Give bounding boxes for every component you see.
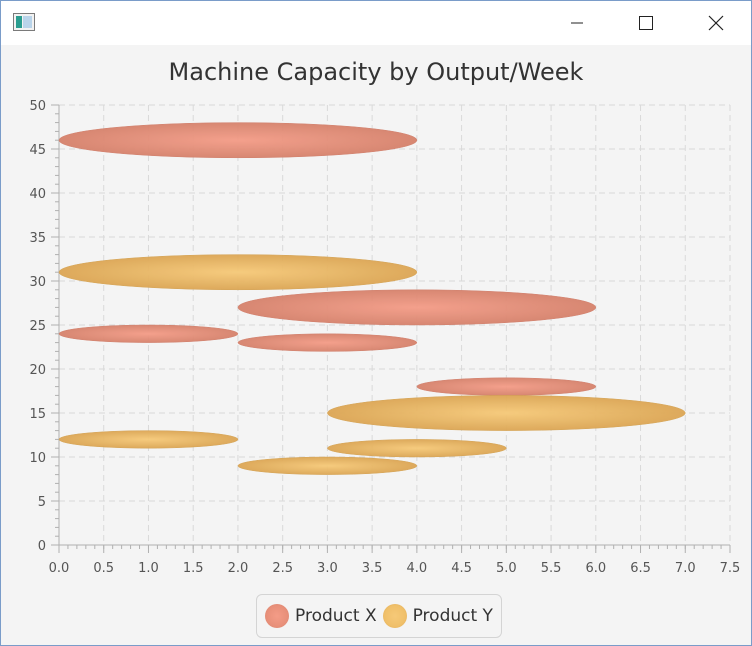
bubble-product-x (58, 324, 239, 343)
title-bar (1, 1, 751, 45)
bubble-product-y (237, 456, 418, 475)
x-tick-label: 3.0 (317, 561, 338, 576)
y-tick-label: 0 (38, 539, 46, 554)
x-tick-label: 6.0 (585, 561, 606, 576)
bubble-product-x (237, 333, 418, 352)
y-tick-label: 25 (29, 319, 46, 334)
bubble-product-y (327, 439, 507, 458)
bubble-product-x (58, 122, 418, 159)
y-tick-label: 50 (29, 99, 46, 114)
y-tick-label: 10 (29, 451, 46, 466)
legend-swatch-product-y (382, 604, 407, 628)
x-tick-label: 3.5 (362, 561, 383, 576)
legend-item-product-x[interactable]: Product X (265, 604, 377, 628)
x-tick-label: 4.0 (407, 561, 428, 576)
y-tick-label: 30 (29, 275, 46, 290)
chart-legend: Product X Product Y (256, 594, 502, 638)
x-tick-label: 2.5 (272, 561, 293, 576)
bubble-product-x (416, 377, 597, 396)
bubble-chart: 0.0 0.5 1.0 1.5 2.0 2.5 3.0 3.5 4.0 4.5 5.0 5.5 6.0 6… (29, 99, 741, 576)
x-tick-label: 5.5 (541, 561, 562, 576)
legend-swatch-product-x (265, 604, 289, 628)
x-tick-label: 1.5 (183, 561, 204, 576)
x-tick-label: 0.5 (93, 561, 114, 576)
x-tick-label: 6.5 (630, 561, 651, 576)
x-tick-label: 2.0 (228, 561, 249, 576)
minimize-button[interactable] (554, 1, 600, 45)
bubble-product-y (327, 395, 686, 431)
y-tick-label: 45 (29, 143, 46, 158)
close-button[interactable] (693, 1, 739, 45)
y-tick-label: 15 (29, 407, 46, 422)
maximize-button[interactable] (623, 1, 669, 45)
bubble-product-y (58, 430, 239, 449)
x-tick-label: 7.0 (675, 561, 696, 576)
bubble-product-y (58, 254, 418, 291)
x-tick-label: 5.0 (496, 561, 517, 576)
y-tick-label: 20 (29, 363, 46, 378)
x-tick-label: 4.5 (451, 561, 472, 576)
chart-title: Machine Capacity by Output/Week (168, 58, 584, 86)
chart-area: Machine Capacity by Output/Week 0.0 0.5 1.… (1, 45, 751, 645)
x-tick-label: 7.5 (720, 561, 741, 576)
legend-label-product-x: Product X (295, 606, 377, 626)
app-icon (13, 13, 35, 36)
legend-label-product-y: Product Y (412, 606, 493, 626)
y-tick-label: 40 (29, 187, 46, 202)
legend-item-product-y[interactable]: Product Y (382, 604, 493, 628)
x-tick-label: 1.0 (138, 561, 159, 576)
bubble-product-x (237, 289, 597, 326)
y-tick-label: 35 (29, 231, 46, 246)
x-tick-label: 0.0 (49, 561, 70, 576)
y-tick-label: 5 (38, 495, 46, 510)
